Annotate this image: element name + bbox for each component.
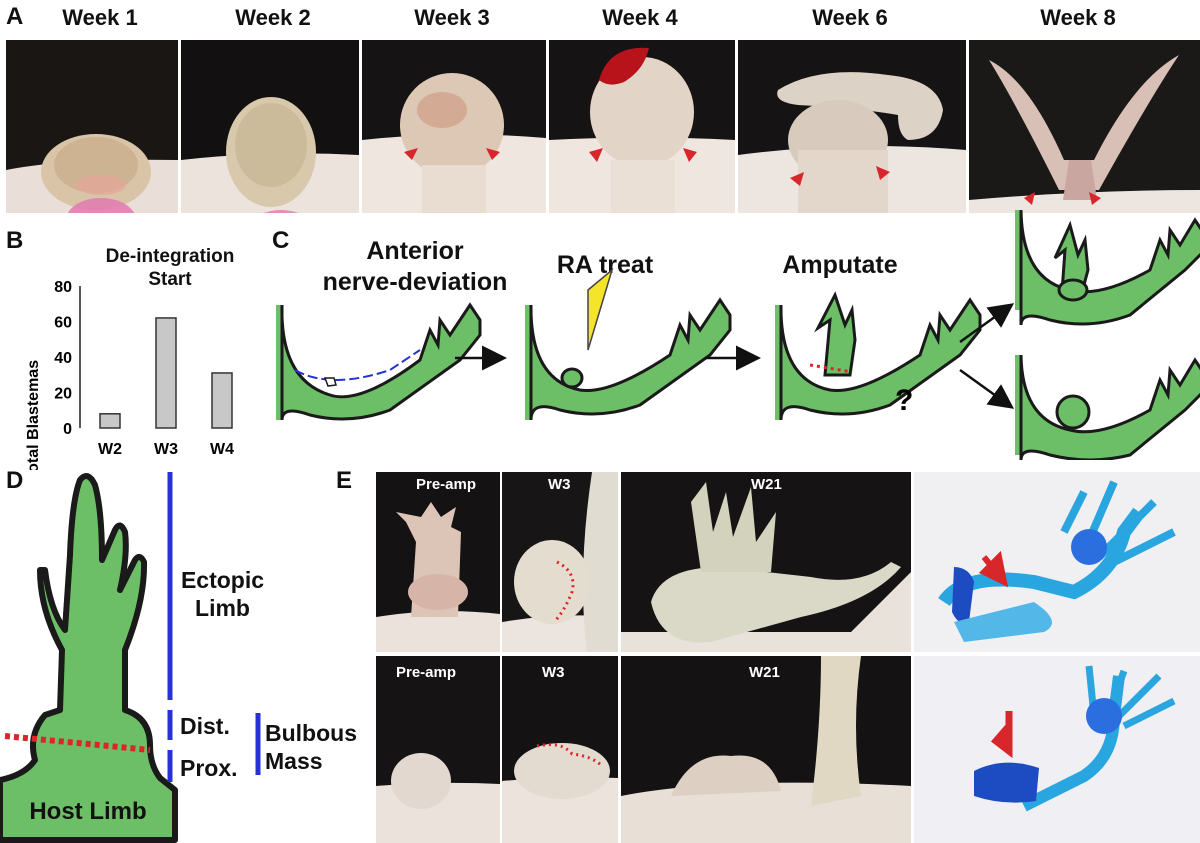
ectopic-line2: Limb: [195, 595, 250, 621]
amputation-line: [4, 733, 151, 753]
week-6-photo: [738, 40, 966, 213]
limb-3-amputate: [775, 291, 982, 421]
week-8-photo: [969, 40, 1200, 213]
arrow-3b: [959, 368, 1015, 409]
bar-chart: % Total Blastemas 80 60 40 20 0 W2 W3 W4: [25, 279, 234, 470]
limb-2-ra-treat: [525, 267, 732, 421]
week-4-photo: [549, 40, 735, 213]
e-row2-preamp-label: Pre-amp: [396, 664, 457, 681]
bar-w3: [155, 317, 177, 429]
e-row1-w21-label: W21: [751, 476, 782, 493]
bulbous-line2: Mass: [265, 748, 323, 774]
panel-d-label: D: [6, 467, 24, 494]
outcome-bulbous-mass: [1015, 354, 1200, 460]
y-tick-label: 0: [63, 421, 72, 438]
week-4-label: Week 4: [602, 5, 678, 30]
bar-w2: [99, 413, 121, 429]
week-3-label: Week 3: [414, 5, 490, 30]
week-6-label: Week 6: [812, 5, 888, 30]
week-2-label: Week 2: [235, 5, 311, 30]
e-row2-stained-photo: [914, 656, 1200, 843]
ra-injection-icon: [587, 267, 614, 351]
bulbous-mass-label: Bulbous Mass: [265, 719, 357, 775]
e-row2-w3-label: W3: [542, 664, 565, 681]
dist-label: Dist.: [180, 713, 230, 739]
x-tick-label: W2: [98, 441, 122, 458]
limb-1-nerve-deviation: [276, 302, 482, 421]
bar-w4: [211, 372, 233, 429]
y-tick-label: 40: [54, 350, 72, 367]
chart-title-line1: De-integration: [105, 246, 235, 267]
e-row1-stained-photo: [914, 472, 1200, 652]
week-1-label: Week 1: [62, 5, 138, 30]
e-row1-w3-label: W3: [548, 476, 571, 493]
e-row1-w21-photo: W21: [621, 472, 911, 652]
procedure-schematic: ?: [276, 210, 1200, 460]
y-tick-label: 60: [54, 315, 72, 332]
arrow-3a: [959, 303, 1015, 344]
step1-line1: Anterior: [366, 237, 464, 265]
step2-label: RA treat: [556, 251, 654, 279]
chart-title-line2: Start: [148, 269, 192, 290]
week-3-photo: [362, 40, 546, 213]
e-row2-w21-label: W21: [749, 664, 780, 681]
e-row1-w3-photo: W3: [502, 472, 618, 652]
y-tick-label: 80: [54, 279, 72, 296]
ectopic-limb-label: Ectopic Limb: [180, 566, 265, 622]
e-row2-preamp-photo: Pre-amp: [376, 656, 500, 843]
prox-label: Prox.: [180, 755, 238, 781]
chart-title: De-integration Start: [70, 245, 270, 291]
outcome-limb-regenerated: [1015, 210, 1200, 326]
week-8-label: Week 8: [1040, 5, 1116, 30]
question-mark: ?: [895, 384, 913, 417]
bulbous-line1: Bulbous: [265, 720, 357, 746]
x-tick-label: W4: [210, 441, 234, 458]
e-row1-preamp-photo: Pre-amp: [376, 472, 500, 652]
y-tick-label: 20: [54, 386, 72, 403]
e-row1-preamp-label: Pre-amp: [416, 476, 477, 493]
host-limb-label: Host Limb: [29, 798, 147, 825]
panel-b-label: B: [6, 227, 24, 254]
week-1-photo: [6, 40, 178, 213]
step1-label: Anterior nerve-deviation: [300, 236, 530, 298]
ectopic-limb-diagram: [0, 472, 261, 843]
chart-ylabel: % Total Blastemas: [25, 360, 42, 470]
ectopic-line1: Ectopic: [180, 567, 265, 593]
panel-c-label: C: [272, 227, 290, 254]
x-tick-label: W3: [154, 441, 178, 458]
panel-e-label: E: [336, 467, 353, 494]
step3-label: Amputate: [782, 251, 898, 279]
panel-a-label: A: [6, 3, 24, 30]
step1-line2: nerve-deviation: [322, 268, 508, 296]
e-row2-w3-photo: W3: [502, 656, 618, 843]
week-2-photo: [181, 40, 359, 213]
e-row2-w21-photo: W21: [621, 656, 911, 843]
